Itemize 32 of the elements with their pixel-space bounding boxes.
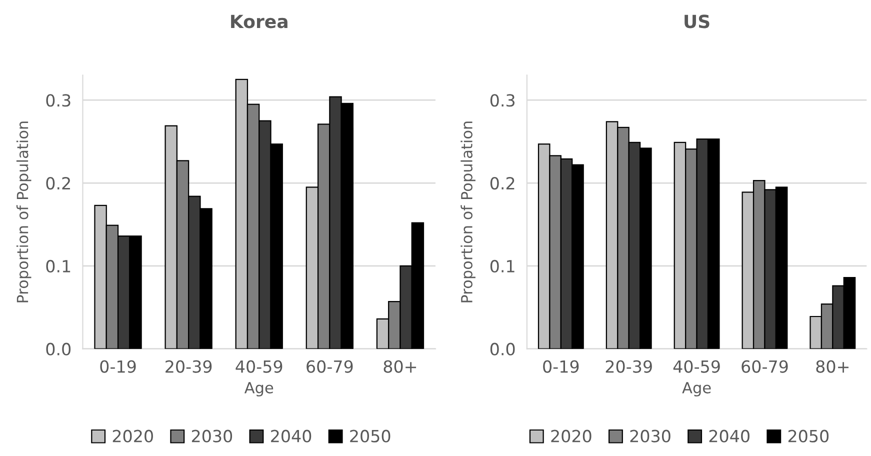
legend-label: 2030 <box>630 430 670 442</box>
y-tick-label: 0.1 <box>490 260 514 272</box>
x-tick-label: 80+ <box>816 360 848 373</box>
y-tick-label: 0.0 <box>490 342 515 356</box>
chart-title: Korea <box>231 14 288 28</box>
y-tick-label: 0.3 <box>490 94 515 107</box>
legend-label: 2050 <box>350 430 390 442</box>
x-tick-label: 80+ <box>384 360 416 373</box>
x-tick-label: 40-59 <box>236 360 282 373</box>
x-tick-label: 60-79 <box>306 360 353 373</box>
y-tick-label: 0.3 <box>46 94 70 107</box>
x-tick-label: 40-59 <box>673 360 720 373</box>
legend-label: 2030 <box>192 430 232 442</box>
legend-label: 2020 <box>551 430 592 442</box>
legend-label: 2020 <box>112 430 153 442</box>
y-tick-label: 0.2 <box>46 176 70 190</box>
y-axis-title: Proportion of Population <box>16 122 32 302</box>
x-tick-label: 0-19 <box>543 360 579 373</box>
y-axis-title: Proportion of Population <box>460 122 476 302</box>
y-tick-label: 0.1 <box>46 260 70 272</box>
x-tick-label: 0-19 <box>100 360 136 373</box>
y-tick-label: 0.2 <box>490 176 514 190</box>
x-axis-title: Age <box>682 382 711 396</box>
x-tick-label: 60-79 <box>742 360 788 373</box>
y-tick-label: 0.0 <box>46 342 71 356</box>
x-tick-label: 20-39 <box>606 360 652 373</box>
legend-label: 2040 <box>709 430 750 442</box>
x-axis-title: Age <box>244 382 274 396</box>
legend-label: 2040 <box>271 430 312 442</box>
x-tick-label: 20-39 <box>166 360 212 373</box>
chart-title: US <box>684 14 710 28</box>
legend-label: 2050 <box>788 430 829 442</box>
